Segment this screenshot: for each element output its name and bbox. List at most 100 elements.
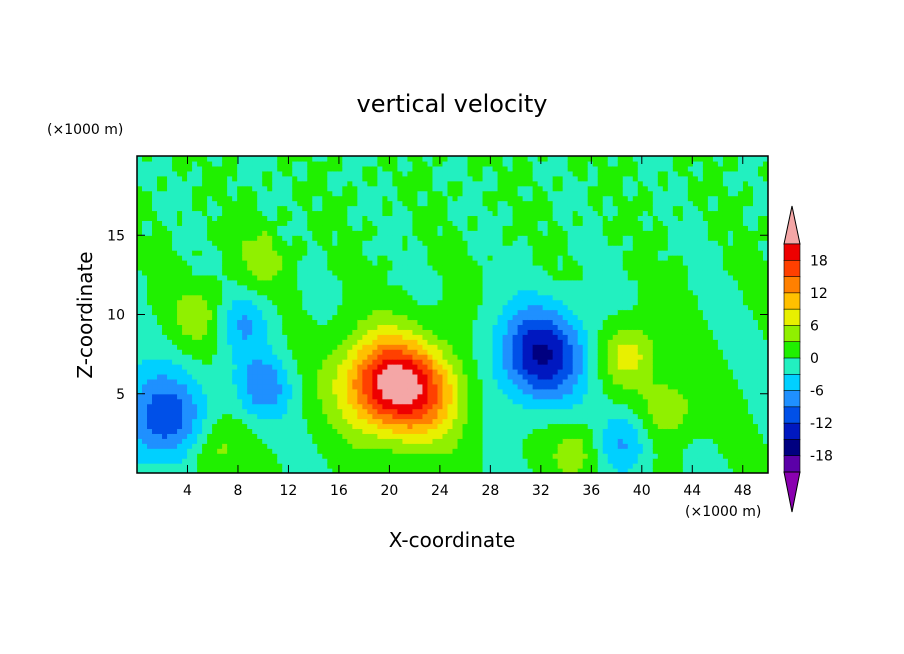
contour-cell [137, 289, 143, 296]
contour-cell [232, 373, 238, 380]
contour-cell [412, 453, 419, 459]
contour-cell [522, 388, 529, 395]
contour-cell [307, 314, 313, 321]
contour-cell [407, 230, 414, 236]
contour-cell [257, 364, 263, 370]
contour-cell [367, 359, 373, 365]
contour-cell [452, 284, 459, 291]
contour-cell [517, 403, 524, 410]
contour-cell [177, 324, 183, 330]
contour-cell [432, 180, 439, 187]
contour-cell [317, 235, 323, 241]
contour-cell [272, 210, 278, 217]
contour-cell [442, 458, 449, 464]
contour-cell [402, 309, 409, 316]
contour-cell [407, 274, 414, 281]
contour-cell [307, 448, 313, 454]
contour-cell [317, 398, 323, 405]
contour-cell [162, 393, 168, 400]
contour-cell [507, 180, 514, 187]
contour-cell [197, 463, 203, 469]
contour-cell [292, 284, 298, 291]
contour-cell [447, 324, 454, 330]
contour-cell [382, 334, 388, 340]
contour-cell [412, 443, 419, 449]
contour-cell [477, 255, 484, 261]
contour-cell [207, 324, 213, 330]
contour-cell [212, 393, 218, 400]
contour-cell [207, 373, 213, 380]
contour-cell [217, 175, 223, 182]
contour-cell [367, 215, 373, 221]
contour-cell [397, 368, 404, 375]
contour-cell [317, 344, 323, 350]
contour-cell [412, 359, 419, 365]
contour-cell [247, 329, 253, 335]
contour-cell [247, 200, 253, 207]
contour-cell [347, 364, 353, 370]
contour-cell [372, 388, 378, 395]
contour-cell [372, 359, 378, 365]
contour-cell [242, 423, 248, 430]
contour-cell [272, 215, 278, 221]
contour-cell [507, 185, 514, 192]
contour-cell [262, 200, 268, 207]
contour-cell [282, 393, 288, 400]
contour-cell [407, 190, 414, 197]
contour-cell [202, 428, 208, 434]
contour-cell [402, 165, 409, 172]
contour-cell [292, 230, 298, 236]
contour-cell [447, 468, 454, 473]
contour-cell [422, 378, 429, 385]
contour-cell [167, 388, 173, 395]
contour-cell [497, 160, 504, 167]
contour-cell [302, 438, 308, 444]
contour-cell [267, 433, 273, 439]
contour-cell [307, 225, 313, 231]
contour-cell [202, 433, 208, 439]
contour-cell [297, 403, 303, 410]
contour-cell [417, 368, 424, 375]
contour-cell [182, 373, 188, 380]
contour-cell [452, 463, 459, 469]
contour-cell [292, 215, 298, 221]
contour-cell [482, 339, 489, 345]
contour-cell [482, 190, 489, 197]
contour-cell [357, 175, 363, 182]
contour-cell [432, 324, 439, 330]
contour-cell [217, 170, 223, 177]
contour-cell [217, 165, 223, 172]
contour-cell [397, 438, 404, 444]
contour-cell [312, 284, 318, 291]
contour-cell [392, 413, 399, 420]
contour-cell [497, 359, 504, 365]
contour-cell [147, 453, 153, 459]
contour-cell [387, 200, 394, 207]
contour-cell [282, 413, 288, 420]
contour-cell [257, 463, 263, 469]
contour-cell [142, 260, 148, 266]
contour-cell [162, 190, 168, 197]
contour-cell [227, 284, 233, 291]
contour-cell [142, 220, 148, 226]
contour-cell [362, 210, 368, 217]
contour-cell [427, 329, 434, 335]
contour-cell [267, 215, 273, 221]
contour-cell [372, 210, 378, 217]
contour-cell [397, 210, 404, 217]
contour-cell [332, 185, 338, 192]
contour-cell [447, 319, 454, 325]
contour-cell [497, 269, 504, 276]
contour-cell [152, 309, 158, 316]
contour-cell [147, 165, 153, 172]
contour-cell [457, 289, 464, 296]
contour-cell [152, 378, 158, 385]
contour-cell [262, 255, 268, 261]
contour-cell [482, 165, 489, 172]
contour-cell [357, 373, 363, 380]
contour-cell [307, 359, 313, 365]
contour-cell [142, 205, 148, 212]
contour-cell [182, 354, 188, 360]
contour-cell [382, 294, 388, 301]
contour-cell [392, 200, 399, 207]
